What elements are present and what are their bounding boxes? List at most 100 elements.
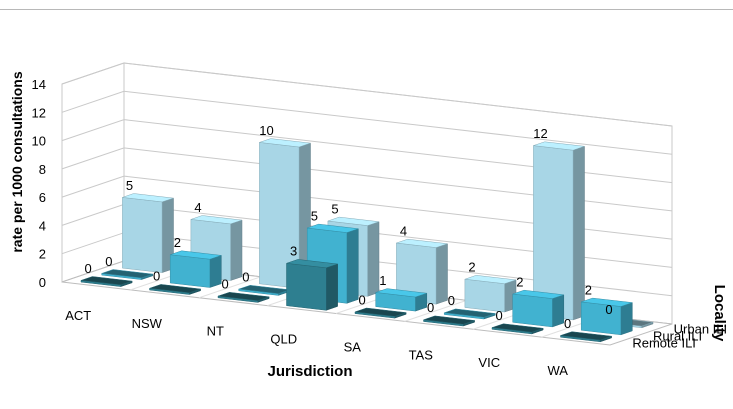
bar-top [396, 238, 448, 248]
data-label: 5 [331, 201, 338, 216]
data-label: 0 [105, 254, 112, 269]
data-label: 0 [605, 302, 612, 317]
data-label: 0 [153, 269, 160, 284]
bar-side [326, 263, 338, 311]
series-label-2: Urban ILI [674, 322, 727, 337]
data-label: 10 [259, 123, 273, 138]
bar-front [512, 293, 553, 328]
data-label: 3 [290, 244, 297, 259]
bar-act-0 [80, 276, 133, 287]
gridline [61, 90, 673, 155]
bar-nsw-0 [149, 284, 201, 295]
floor-divider [404, 299, 467, 322]
bar-side [572, 145, 585, 321]
bar-top [444, 308, 496, 318]
bar-vic-1 [512, 289, 565, 328]
bar-side [346, 228, 359, 304]
data-label: 4 [400, 223, 407, 238]
data-label: 2 [516, 275, 523, 290]
bar-act-2 [122, 193, 174, 273]
bar-front [464, 278, 505, 313]
data-label: 0 [427, 300, 434, 315]
gridline [61, 175, 673, 240]
bar-top [122, 193, 174, 203]
bar-wa-1 [580, 297, 633, 336]
bar-side [435, 243, 448, 305]
category-label-nt: NT [207, 324, 224, 339]
bar-act-1 [101, 269, 154, 280]
y-tick-label: 12 [32, 105, 46, 120]
depth-axis-title: Locality [711, 285, 728, 342]
bar-top [581, 297, 633, 307]
bar-top [533, 141, 585, 151]
bar-sa-0 [354, 307, 407, 319]
category-label-qld: QLD [270, 332, 297, 347]
top-divider [0, 9, 733, 10]
bar-front [169, 254, 211, 288]
bar-sa-2 [396, 238, 448, 305]
bar-top [464, 275, 517, 284]
bar-top [307, 223, 359, 233]
category-label-tas: TAS [409, 347, 434, 362]
bar-side [230, 219, 243, 281]
bar-front [286, 263, 327, 311]
y-tick-label: 6 [39, 190, 46, 205]
bar-top [512, 289, 564, 299]
category-label-nsw: NSW [132, 316, 163, 331]
bar-front [122, 197, 163, 273]
series-label-1: Rural ILI [653, 329, 702, 344]
data-label: 0 [448, 293, 455, 308]
bar-top [149, 284, 201, 294]
bar-top [423, 315, 475, 325]
series-label-0: Remote ILI [632, 336, 696, 351]
gridline [61, 147, 673, 212]
data-label: 2 [174, 235, 181, 250]
chart-bars [80, 138, 654, 343]
bar-top [217, 292, 270, 301]
bar-top [354, 307, 407, 317]
data-label: 0 [242, 270, 249, 285]
bar-sa-1 [375, 288, 428, 312]
data-label: 5 [126, 178, 133, 193]
category-label-vic: VIC [478, 355, 500, 370]
bar-top [170, 250, 222, 260]
data-label: 12 [533, 126, 547, 141]
y-tick-label: 2 [39, 247, 46, 262]
bar-top [375, 288, 427, 298]
bar-vic-2 [533, 141, 585, 321]
data-label: 0 [222, 277, 229, 292]
data-label: 4 [194, 200, 201, 215]
bar-tas-0 [423, 315, 475, 327]
data-label: 0 [85, 261, 92, 276]
y-tick-label: 0 [39, 275, 46, 290]
data-label: 0 [564, 316, 571, 331]
data-label: 0 [359, 292, 366, 307]
gridline [61, 119, 673, 184]
data-label: 5 [311, 208, 318, 223]
bar-front [580, 301, 622, 336]
y-tick-label: 4 [39, 218, 46, 233]
bar-nt-0 [217, 292, 270, 303]
bar-side [209, 255, 222, 288]
category-label-wa: WA [548, 363, 569, 378]
bar-top [327, 216, 380, 226]
data-label: 1 [379, 273, 386, 288]
y-tick-label: 8 [39, 162, 46, 177]
bar-top [491, 323, 544, 333]
x-axis-title: Jurisdiction [267, 363, 352, 380]
y-axis-ticks: 0 2 4 6 8 10 12 14 [32, 77, 46, 290]
floor-divider [198, 276, 262, 299]
y-axis-title: rate per 1000 consultations [9, 71, 25, 253]
y-tick-label: 14 [32, 77, 46, 92]
side-wall [61, 62, 125, 283]
bar-vic-0 [491, 323, 544, 335]
bar-tas-2 [464, 275, 517, 313]
bar-qld-0 [286, 259, 338, 311]
bar-nsw-1 [169, 250, 222, 288]
bar-top [190, 215, 243, 225]
category-label-sa: SA [344, 339, 362, 354]
bar-top [101, 269, 153, 279]
